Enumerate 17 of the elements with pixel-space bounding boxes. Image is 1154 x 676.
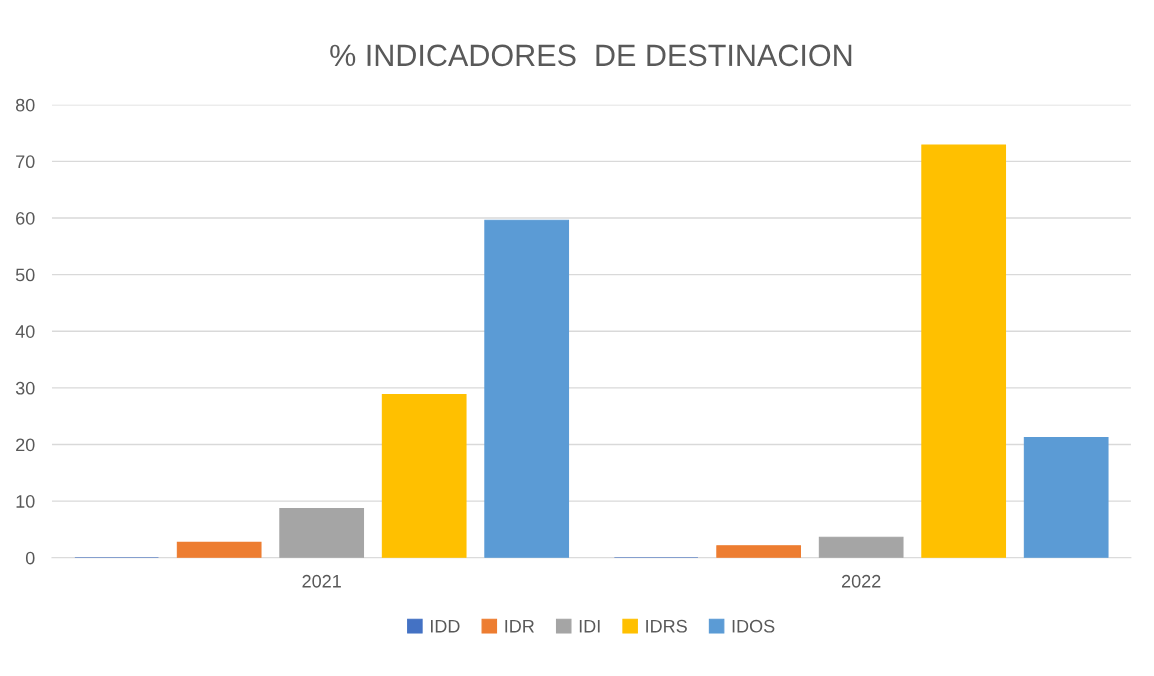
y-tick-label: 70 [16, 155, 35, 169]
y-tick-label: 30 [15, 381, 35, 395]
y-tick-label: 0 [25, 551, 35, 565]
x-tick-label: 2021 [302, 574, 341, 588]
y-tick-label: 50 [15, 268, 35, 282]
y-tick-label: 60 [16, 211, 35, 225]
y-tick-label: 10 [16, 495, 35, 508]
x-tick-label: 2022 [842, 574, 881, 588]
legend-label: IDI [579, 620, 600, 633]
legend-label: IDD [430, 620, 460, 633]
chart-title: % INDICADORES DE DESTINACION [330, 44, 852, 67]
y-tick-label: 20 [16, 438, 35, 452]
legend-label: IDR [505, 620, 535, 633]
y-tick-label: 80 [15, 98, 35, 112]
legend-label: IDRS [646, 619, 687, 633]
legend-label: IDOS [732, 619, 775, 633]
y-tick-label: 40 [15, 325, 35, 338]
